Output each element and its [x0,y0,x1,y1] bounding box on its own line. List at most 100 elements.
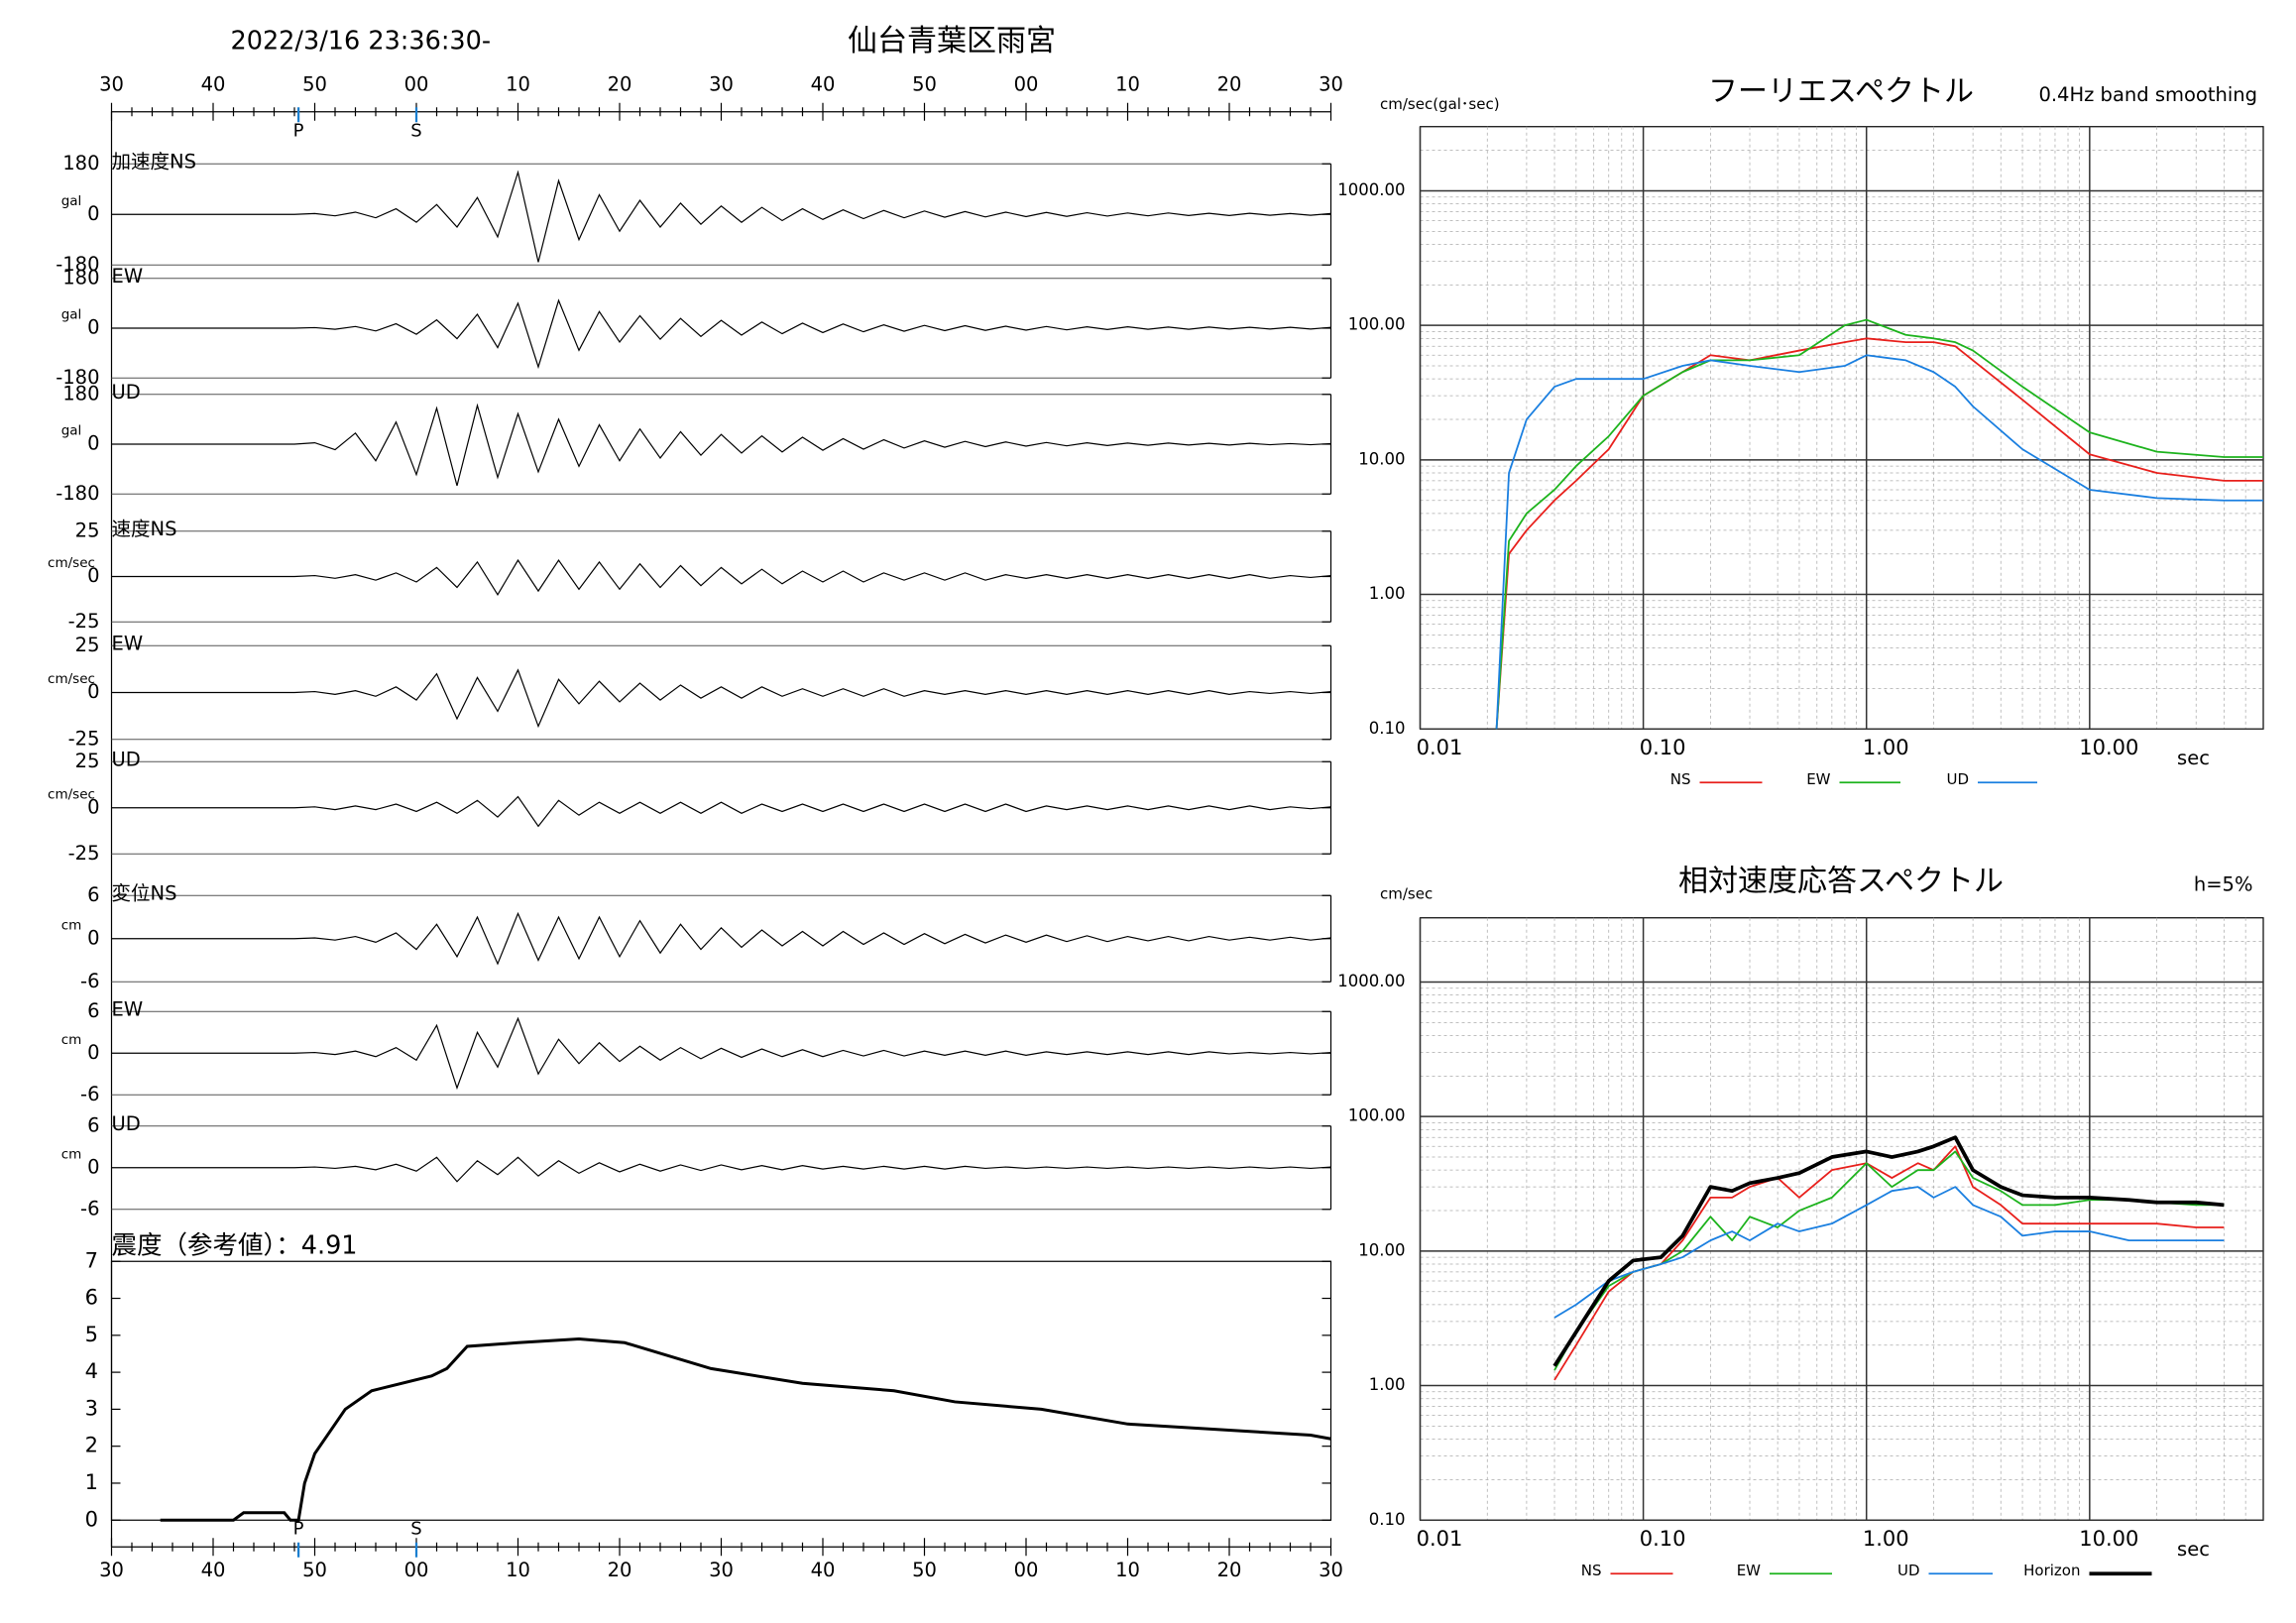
trace-name: UD [112,748,141,770]
spectrum-curve [1553,1150,2225,1371]
spectrum-title: フーリエスペクトル [1708,74,1974,109]
trace-name: EW [112,632,144,654]
x-tick-label: 0.01 [1417,736,1463,759]
spectrum-subtitle: h=5% [2194,872,2253,895]
y-tick-label: 1.00 [1369,584,1406,603]
y-tick-label: 3 [85,1396,98,1420]
x-tick-label: 20 [608,72,632,95]
spectrum-curve [1495,318,2263,730]
y-tick-label: -25 [68,842,100,865]
x-tick-label: 40 [811,72,836,95]
x-tick-label: 1.00 [1863,1527,1909,1551]
legend-label: EW [1806,770,1830,788]
x-tick-label: 50 [912,1559,937,1581]
y-tick-label: 0 [87,202,99,225]
x-tick-label: 50 [302,1559,327,1581]
unit-label: cm/sec [48,671,95,687]
legend-label: UD [1897,1562,1920,1579]
intensity-frame [110,1260,1332,1521]
y-tick-label: 25 [75,750,100,772]
x-tick-label: 30 [99,72,124,95]
unit-label: gal [61,423,82,439]
y-tick-label: 25 [75,519,100,541]
y-tick-label: -6 [80,1083,99,1105]
y-tick-label: 10.00 [1358,449,1405,468]
x-tick-label: 0.01 [1417,1527,1463,1551]
y-tick-label: 6 [87,1113,99,1136]
x-tick-label: 40 [201,72,226,95]
unit-label: gal [61,193,82,209]
unit-label: cm [61,917,82,933]
y-tick-label: 0 [85,1507,98,1531]
phase-label: P [293,1518,304,1539]
legend-label: Horizon [2023,1562,2080,1579]
unit-label: cm [61,1146,82,1162]
waveform-trace [111,403,1331,487]
legend-label: NS [1670,770,1691,788]
spectrum-subtitle: 0.4Hz band smoothing [2038,83,2257,106]
x-tick-label: 40 [201,1559,226,1581]
y-tick-label: 180 [62,152,99,174]
x-tick-label: 50 [912,72,937,95]
waveform-trace [111,911,1331,966]
y-tick-label: 0 [87,926,99,949]
phase-label: S [410,120,421,141]
y-tick-label: 0 [87,680,99,703]
y-tick-label: 0.10 [1369,719,1406,738]
x-tick-label: 10 [506,72,530,95]
trace-name: UD [112,1112,141,1135]
y-tick-label: 7 [85,1248,98,1272]
x-tick-label: 20 [608,1559,632,1581]
y-tick-label: -25 [68,727,100,750]
y-axis-label: cm/sec(gal･sec) [1380,95,1500,113]
unit-label: gal [61,307,82,323]
x-tick-label: 00 [1014,1559,1039,1581]
y-tick-label: 25 [75,634,100,656]
phase-label: S [410,1518,421,1539]
waveform-trace [111,298,1331,370]
unit-label: cm/sec [48,786,95,802]
spectrum-title: 相対速度応答スペクトル [1678,864,2004,898]
legend-label: UD [1946,770,1969,788]
x-tick-label: 00 [404,1559,429,1581]
y-tick-label: 0 [87,1041,99,1064]
date-label: 2022/3/16 23:36:30- [231,26,492,56]
x-axis-label: sec [2177,1538,2210,1561]
y-tick-label: -6 [80,970,99,992]
y-tick-label: 100.00 [1348,1106,1406,1125]
x-tick-label: 00 [404,72,429,95]
y-tick-label: 0 [87,432,99,455]
x-tick-label: 30 [1319,72,1343,95]
legend-label: NS [1581,1562,1602,1579]
unit-label: cm [61,1032,82,1048]
y-tick-label: 0 [87,316,99,339]
y-axis-label: cm/sec [1380,884,1433,902]
x-tick-label: 10.00 [2079,736,2138,759]
y-tick-label: 1.00 [1369,1375,1406,1394]
x-tick-label: 50 [302,72,327,95]
y-tick-label: 1000.00 [1337,180,1405,199]
spectrum-curve [1495,337,2263,730]
y-tick-label: 2 [85,1434,98,1457]
x-tick-label: 10 [1115,72,1140,95]
y-tick-label: 0 [87,795,99,818]
y-tick-label: -180 [56,482,99,505]
spectrum-curve [1553,1186,2225,1319]
x-tick-label: 10 [506,1559,530,1581]
x-tick-label: 0.10 [1640,736,1686,759]
trace-name: EW [112,265,144,288]
x-tick-label: 30 [1319,1559,1343,1581]
waveform-trace [111,170,1331,263]
y-tick-label: -180 [56,253,99,276]
y-tick-label: 5 [85,1323,98,1346]
x-axis-label: sec [2177,747,2210,769]
waveform-trace [111,668,1331,729]
y-tick-label: 0 [87,1155,99,1178]
trace-name: 加速度NS [112,150,196,173]
intensity-title: 震度（参考値）：4.91 [112,1230,358,1260]
y-tick-label: -25 [68,610,100,633]
x-tick-label: 30 [709,72,734,95]
spectrum-curve [1495,354,2263,730]
y-tick-label: 6 [87,999,99,1022]
y-tick-label: 100.00 [1348,315,1406,334]
